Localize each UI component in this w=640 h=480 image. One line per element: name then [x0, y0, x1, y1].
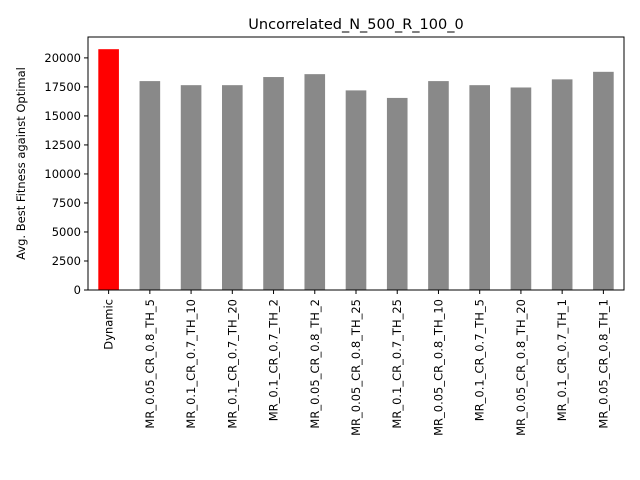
bar-2	[180, 85, 202, 290]
bar-1	[139, 81, 161, 290]
x-tick-label-1: MR_0.05_CR_0.8_TH_5	[143, 299, 157, 429]
y-tick-label-5: 12500	[44, 138, 81, 152]
chart-title: Uncorrelated_N_500_R_100_0	[248, 17, 463, 33]
x-tick-label-2: MR_0.1_CR_0.7_TH_10	[184, 299, 198, 429]
plot-frame	[87, 36, 625, 291]
bar-12	[593, 71, 614, 290]
bar-9	[469, 85, 490, 290]
y-tick-label-7: 17500	[44, 80, 81, 94]
y-tick-label-1: 2500	[52, 254, 81, 268]
y-tick-label-4: 10000	[44, 167, 81, 181]
y-tick-label-2: 5000	[52, 225, 81, 239]
x-tick-label-9: MR_0.1_CR_0.7_TH_5	[473, 299, 487, 421]
x-tick-label-11: MR_0.1_CR_0.7_TH_1	[555, 299, 569, 421]
y-tick-label-8: 20000	[44, 51, 81, 65]
y-tick-label-3: 7500	[52, 196, 81, 210]
y-axis-label: Avg. Best Fitness against Optimal	[14, 67, 28, 260]
bar-11	[551, 79, 573, 290]
x-tick-label-8: MR_0.05_CR_0.8_TH_10	[431, 299, 445, 436]
bar-4	[263, 77, 284, 290]
bar-6	[345, 90, 367, 290]
bar-10	[510, 87, 532, 290]
bar-5	[304, 74, 326, 290]
x-axis: Dynamic MR_0.05_CR_0.8_TH_5 MR_0.1_CR_0.7_…	[102, 290, 610, 436]
x-tick-label-6: MR_0.05_CR_0.8_TH_25	[349, 299, 363, 436]
y-tick-label-6: 15000	[44, 109, 81, 123]
x-tick-label-12: MR_0.05_CR_0.8_TH_1	[596, 299, 610, 429]
bars-group	[98, 49, 614, 291]
bar-3	[222, 85, 243, 290]
x-tick-label-5: MR_0.05_CR_0.8_TH_2	[308, 299, 322, 429]
x-tick-label-3: MR_0.1_CR_0.7_TH_20	[225, 299, 239, 429]
y-tick-label-0: 0	[74, 283, 81, 297]
bar-0	[98, 49, 119, 290]
x-tick-label-0: Dynamic	[102, 299, 116, 350]
bar-8	[428, 81, 449, 290]
x-tick-label-4: MR_0.1_CR_0.7_TH_2	[267, 299, 281, 421]
bar-7	[386, 97, 408, 291]
x-tick-label-10: MR_0.05_CR_0.8_TH_20	[514, 299, 528, 436]
y-axis: 0 2500 5000 7500 10000 12500 15000 17500 20000	[44, 51, 88, 297]
x-tick-label-7: MR_0.1_CR_0.7_TH_25	[390, 299, 404, 429]
